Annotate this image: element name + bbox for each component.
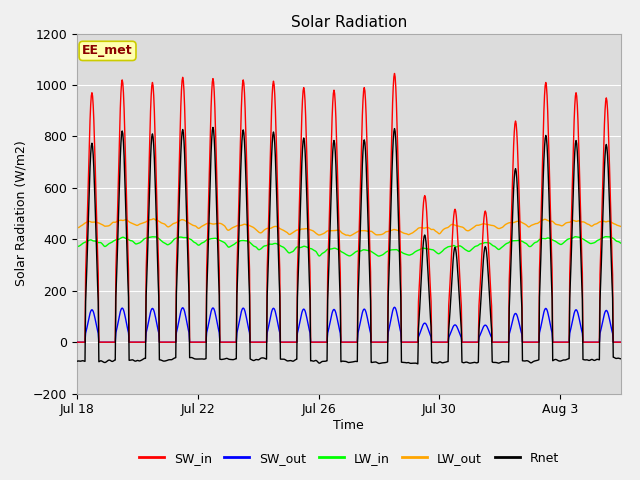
Y-axis label: Solar Radiation (W/m2): Solar Radiation (W/m2) [14, 141, 27, 287]
Text: EE_met: EE_met [82, 44, 133, 58]
Title: Solar Radiation: Solar Radiation [291, 15, 407, 30]
Legend: SW_in, SW_out, LW_in, LW_out, Rnet: SW_in, SW_out, LW_in, LW_out, Rnet [134, 447, 564, 469]
X-axis label: Time: Time [333, 419, 364, 432]
